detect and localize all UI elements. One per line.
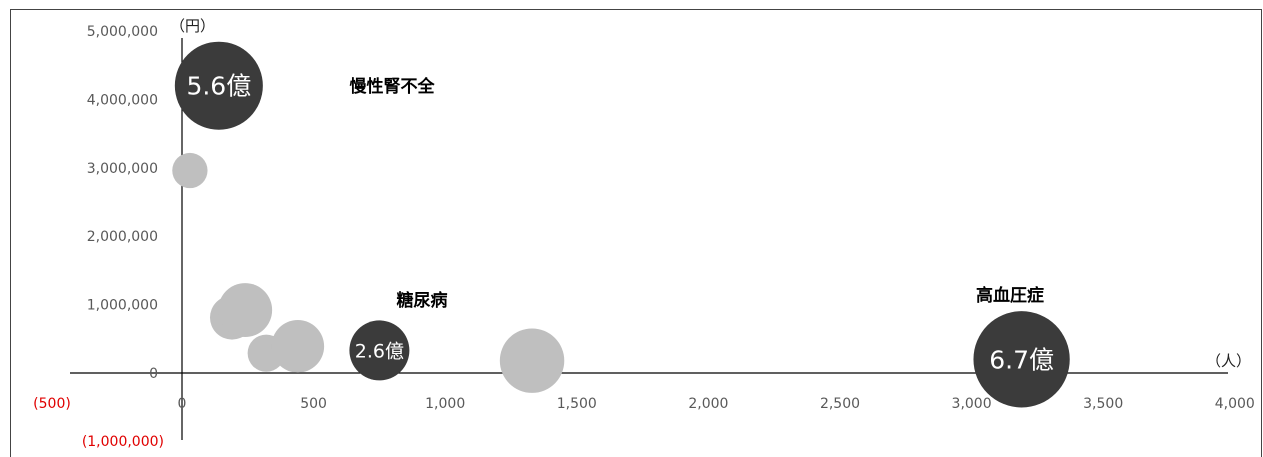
y-tick-label: 4,000,000	[87, 92, 158, 108]
bubble	[271, 320, 325, 373]
bubble	[172, 152, 208, 189]
bubble-value-label: 6.7億	[989, 345, 1054, 374]
x-axis-unit: （人）	[1206, 352, 1251, 370]
callout-label: 慢性腎不全	[350, 76, 436, 97]
x-tick-label: 3,500	[1083, 396, 1123, 412]
y-tick-label: 1,000,000	[87, 298, 158, 314]
chart-frame	[10, 9, 1262, 457]
x-tick-labels: (500) 0 500 1,000 1,500 2,000 2,500 3,000 3,500 4…	[33, 396, 1255, 412]
y-axis-unit: （円）	[170, 17, 215, 35]
x-tick-label: 2,500	[820, 396, 860, 412]
x-tick-label: 1,500	[557, 396, 597, 412]
highlight-bubble	[349, 320, 410, 381]
highlight-bubble	[174, 41, 263, 130]
y-tick-label: 2,000,000	[87, 229, 158, 245]
bubble-value-label: 2.6億	[355, 340, 404, 362]
x-tick-label: 3,000	[952, 396, 992, 412]
y-tick-labels: (1,000,000) 0 1,000,000 2,000,000 3,000,000 4…	[82, 24, 164, 450]
callout-label: 高血圧症	[976, 285, 1044, 306]
y-tick-label: 5,000,000	[87, 24, 158, 40]
x-tick-label: 4,000	[1215, 396, 1255, 412]
bubble	[499, 328, 565, 393]
callout-label: 糖尿病	[397, 290, 448, 311]
bubble	[218, 283, 273, 338]
bubble-value-label: 5.6億	[186, 72, 251, 101]
x-tick-label: (500)	[33, 396, 71, 412]
y-tick-label: 3,000,000	[87, 161, 158, 177]
x-tick-label: 0	[178, 396, 187, 412]
x-tick-label: 2,000	[688, 396, 728, 412]
y-tick-label: 0	[149, 366, 158, 382]
highlight-bubble	[973, 311, 1070, 408]
x-tick-label: 1,000	[425, 396, 465, 412]
y-tick-label: (1,000,000)	[82, 434, 164, 450]
bubbles: 5.6億 2.6億 6.7億	[172, 41, 1070, 408]
x-tick-label: 500	[300, 396, 327, 412]
